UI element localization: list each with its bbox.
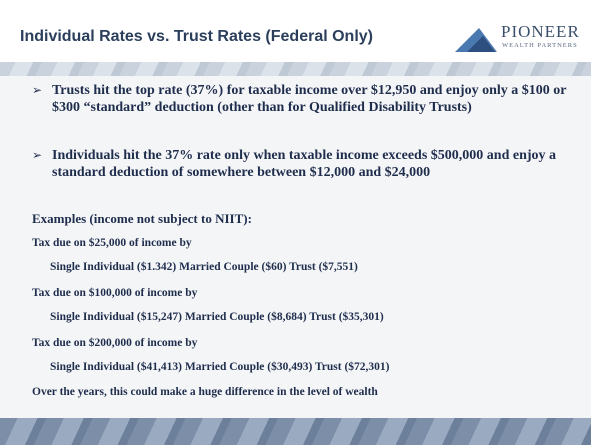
examples-heading: Examples (income not subject to NIIT): bbox=[32, 211, 252, 226]
logo-name: PIONEER bbox=[501, 22, 580, 41]
bullet-text: Individuals hit the 37% rate only when t… bbox=[52, 148, 557, 180]
conclusion: Over the years, this could make a huge d… bbox=[32, 386, 378, 398]
example-detail: Single Individual ($15,247) Married Coup… bbox=[50, 311, 384, 323]
bullet-text: Trusts hit the top rate (37%) for taxabl… bbox=[52, 83, 567, 115]
bullet: ➢ Trusts hit the top rate (37%) for taxab… bbox=[32, 83, 567, 115]
slide-title: Individual Rates vs. Trust Rates (Federa… bbox=[20, 28, 373, 45]
header: Individual Rates vs. Trust Rates (Federa… bbox=[0, 0, 591, 62]
example-label: Tax due on $200,000 of income by bbox=[32, 337, 198, 349]
logo-icon bbox=[455, 28, 497, 52]
example-label: Tax due on $25,000 of income by bbox=[32, 237, 192, 249]
logo: PIONEER WEALTH PARTNERS bbox=[455, 22, 585, 56]
example-detail: Single Individual ($41,413) Married Coup… bbox=[50, 361, 390, 373]
example-label: Tax due on $100,000 of income by bbox=[32, 287, 198, 299]
stripe-band bbox=[0, 418, 591, 445]
stripe-band bbox=[0, 62, 591, 76]
logo-tagline: WEALTH PARTNERS bbox=[502, 42, 578, 49]
example-detail: Single Individual ($1.342) Married Coupl… bbox=[50, 261, 358, 273]
bullet: ➢ Individuals hit the 37% rate only when … bbox=[32, 148, 557, 180]
